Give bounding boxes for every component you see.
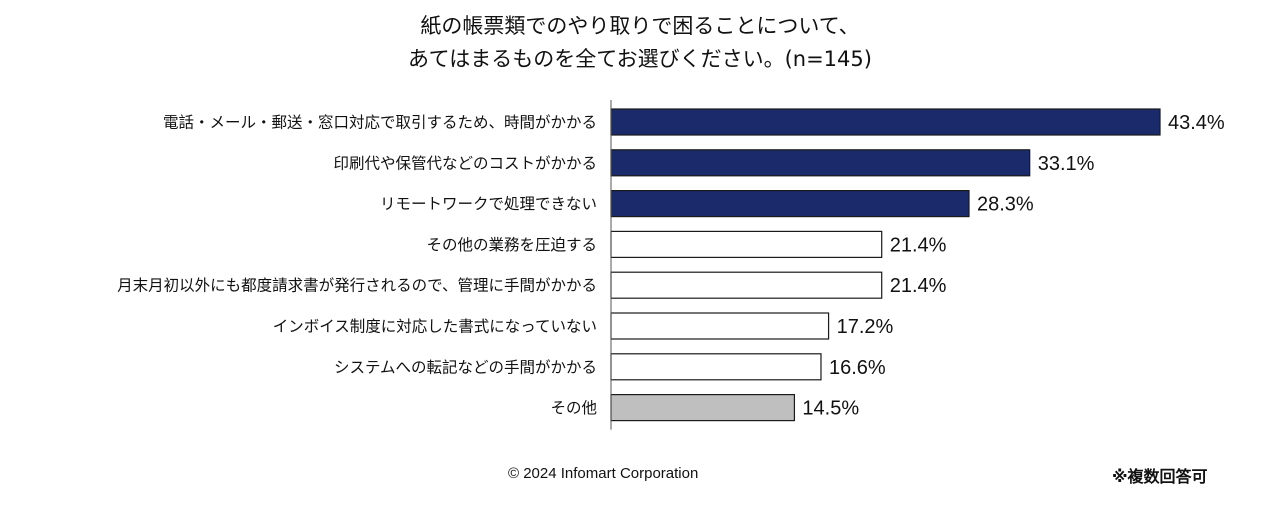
- bar: [610, 271, 883, 299]
- category-label: リモートワークで処理できない: [380, 195, 597, 213]
- category-label: インボイス制度に対応した書式になっていない: [273, 318, 597, 336]
- value-label: 33.1%: [1038, 153, 1095, 175]
- category-label: 印刷代や保管代などのコストがかかる: [333, 154, 597, 172]
- chart-title: 紙の帳票類でのやり取りで困ることについて、 あてはまるものを全てお選びください。…: [0, 10, 1280, 76]
- bar: [610, 394, 796, 422]
- value-label: 21.4%: [890, 275, 947, 297]
- category-label: その他の業務を圧迫する: [426, 236, 597, 254]
- chart-title-line-2: あてはまるものを全てお選びください。(n=145): [408, 47, 872, 71]
- value-label: 28.3%: [977, 194, 1034, 216]
- bar: [610, 149, 1031, 177]
- multiple-answers-note: ※複数回答可: [1112, 467, 1208, 486]
- category-label: 月末月初以外にも都度請求書が発行されるので、管理に手間がかかる: [117, 277, 597, 295]
- bar: [610, 230, 883, 258]
- bar: [610, 108, 1161, 136]
- value-label: 21.4%: [890, 234, 947, 256]
- bar: [610, 190, 970, 218]
- value-label: 17.2%: [837, 316, 894, 338]
- value-label: 14.5%: [802, 398, 859, 420]
- copyright-text: © 2024 Infomart Corporation: [508, 465, 699, 482]
- bar: [610, 312, 830, 340]
- category-label: その他: [550, 399, 597, 417]
- category-label: システムへの転記などの手間がかかる: [334, 358, 597, 376]
- category-label: 電話・メール・郵送・窓口対応で取引するため、時間がかかる: [163, 114, 597, 132]
- value-label: 43.4%: [1168, 112, 1225, 134]
- bar: [610, 353, 822, 381]
- chart-title-line-1: 紙の帳票類でのやり取りで困ることについて、: [420, 14, 860, 38]
- value-label: 16.6%: [829, 357, 886, 379]
